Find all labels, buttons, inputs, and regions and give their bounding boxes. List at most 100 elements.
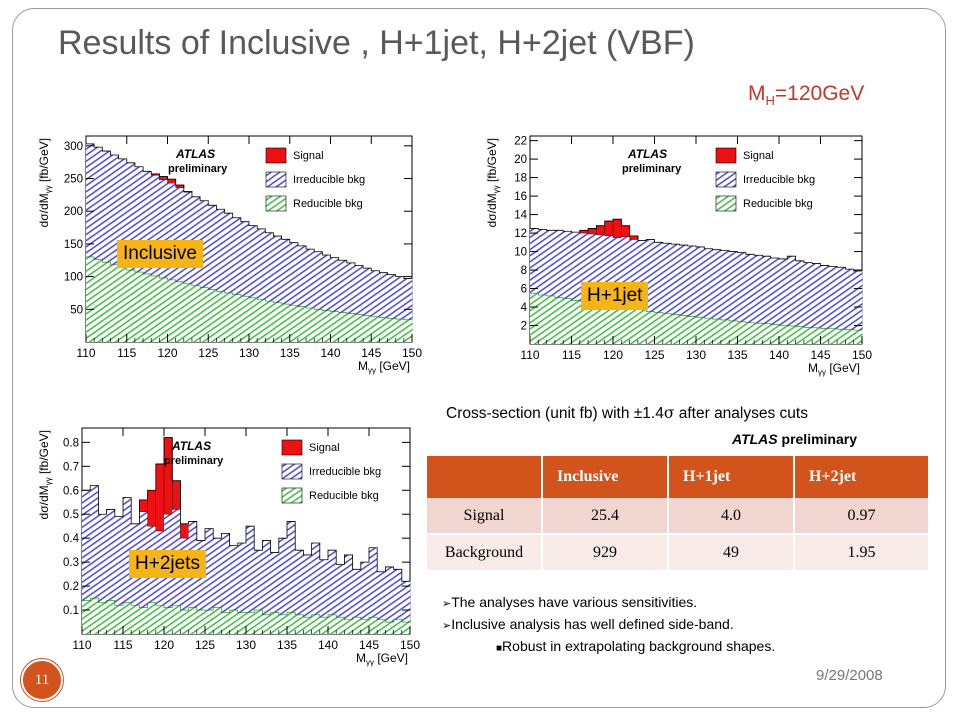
irreducible-bar: [322, 255, 331, 342]
preliminary-label: preliminary: [622, 163, 682, 175]
reducible-bar: [779, 325, 788, 344]
reducible-bar: [319, 617, 329, 634]
irreducible-bar: [720, 250, 730, 344]
x-axis-label: Mγγ [GeV]: [356, 651, 408, 667]
irreducible-bar: [102, 151, 111, 342]
reducible-bar: [155, 605, 165, 634]
signal-bar: [629, 235, 639, 240]
header-empty: [427, 456, 543, 498]
legend-label-reducible: Reducible bkg: [743, 198, 813, 210]
irreducible-bar: [281, 239, 291, 342]
reducible-bar: [588, 303, 597, 344]
reducible-bar: [385, 622, 394, 634]
reducible-bar: [712, 319, 722, 344]
sub-bullet-text: Robust in extrapolating background shape…: [502, 638, 776, 654]
irreducible-bar: [246, 526, 255, 634]
legend-swatch-reducible: [265, 195, 287, 212]
y-tick-label: 0.5: [63, 509, 79, 521]
reducible-bar: [164, 607, 173, 634]
irreducible-bar: [845, 269, 854, 344]
signal-bar: [155, 463, 165, 532]
x-tick-label: 120: [154, 638, 174, 652]
reducible-bar: [147, 602, 157, 634]
reducible-bar: [803, 327, 813, 344]
irreducible-bar: [354, 265, 364, 342]
reducible-bar: [820, 328, 830, 344]
y-tick-label: 100: [64, 272, 83, 284]
reducible-bar: [671, 314, 680, 344]
reducible-bar: [828, 328, 838, 344]
reducible-bar: [123, 602, 132, 634]
irreducible-bar: [205, 528, 214, 634]
irreducible-bar: [110, 154, 119, 342]
irreducible-bar: [273, 236, 282, 342]
irreducible-bar: [820, 265, 830, 344]
arrow-bullet-icon: ➢: [442, 619, 452, 632]
irreducible-bar: [155, 531, 165, 634]
reducible-bar: [762, 323, 771, 344]
reducible-bar: [371, 316, 380, 342]
irreducible-bar: [254, 550, 263, 634]
y-tick-label: 0.3: [63, 557, 79, 569]
tag-h1jet: H+1jet: [581, 282, 649, 310]
y-tick-label: 0.2: [63, 581, 79, 593]
reducible-bar: [188, 607, 198, 634]
higgs-mass-label: MH=120GeV: [748, 82, 864, 108]
irreducible-bar: [196, 540, 206, 634]
irreducible-bar: [147, 526, 157, 634]
reducible-bar: [812, 327, 821, 344]
x-tick-label: 140: [769, 348, 789, 362]
irreducible-bar: [86, 143, 95, 342]
irreducible-bar: [338, 260, 348, 342]
atlas-label: ATLAS: [171, 439, 211, 453]
reducible-bar: [134, 272, 144, 342]
x-tick-label: 125: [198, 346, 218, 360]
irreducible-bar: [745, 254, 755, 344]
y-axis-label: dσ/dMγγ [fb/GeV]: [485, 138, 501, 227]
x-axis-label: Mγγ [GeV]: [808, 361, 860, 377]
reducible-bar: [379, 317, 388, 342]
x-tick-label: 150: [400, 638, 420, 652]
signal-bar: [159, 176, 168, 181]
y-tick-label: 150: [64, 239, 83, 251]
irreducible-bar: [303, 554, 312, 634]
y-tick-label: 300: [64, 141, 83, 153]
reducible-bar: [787, 325, 796, 344]
reducible-bar: [530, 293, 539, 344]
reducible-bar: [114, 605, 124, 634]
signal-bar: [579, 230, 589, 234]
y-tick-label: 4: [521, 302, 528, 314]
legend-swatch-signal: [265, 147, 287, 164]
irreducible-bar: [671, 244, 680, 344]
reducible-bar: [837, 329, 846, 344]
signal-bar: [147, 490, 157, 527]
irreducible-bar: [387, 274, 396, 342]
reducible-bar: [287, 612, 296, 634]
bullet-text: Inclusive analysis has well defined side…: [451, 616, 734, 632]
reducible-bar: [729, 320, 738, 344]
reducible-bar: [613, 307, 622, 344]
reducible-bar: [538, 295, 547, 344]
x-tick-label: 130: [239, 346, 259, 360]
reducible-bar: [216, 291, 225, 342]
reducible-bar: [621, 307, 630, 344]
signal-bar: [604, 220, 614, 237]
plot-h2jets: 110 115 120 125 130 135 140 145 150 0.1 0.2 0.3 0.4 0…: [37, 427, 420, 667]
irreducible-bar: [319, 559, 329, 634]
irreducible-bar: [395, 276, 405, 342]
irreducible-bar: [360, 562, 370, 634]
page-number-badge: 11: [21, 659, 63, 701]
y-tick-label: 10: [514, 247, 527, 259]
irreducible-bar: [90, 485, 99, 634]
atlas-word: ATLAS: [732, 431, 778, 447]
reducible-bar: [200, 287, 209, 342]
irreducible-bar: [704, 248, 713, 344]
irreducible-bar: [401, 581, 411, 634]
irreducible-bar: [754, 255, 763, 344]
x-axis-label: Mγγ [GeV]: [358, 359, 410, 375]
x-tick-label: 125: [644, 348, 664, 362]
reducible-bar: [180, 610, 189, 634]
table-caption: Cross-section (unit fb) with ±1.4σ after…: [446, 404, 808, 423]
legend-swatch-reducible: [281, 487, 303, 504]
y-axis-label: dσ/dMγγ [fb/GeV]: [37, 430, 53, 519]
